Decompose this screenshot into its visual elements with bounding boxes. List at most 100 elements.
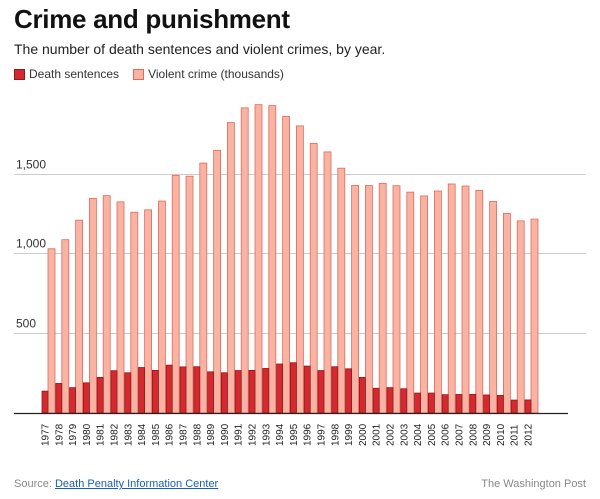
bar-death-sentences-1992 [248,369,256,414]
x-tick-label-2006: 2006 [441,423,452,446]
x-tick-label-1995: 1995 [289,423,300,446]
x-tick-label-2009: 2009 [482,423,493,446]
x-tick-label-1987: 1987 [179,423,190,446]
x-tick-label-1989: 1989 [206,423,217,446]
bar-death-sentences-2012 [524,399,532,414]
bar-death-sentences-1989 [207,371,215,414]
bar-death-sentences-1991 [234,370,242,414]
x-tick-label-1986: 1986 [165,423,176,446]
legend-item-violent-crime: Violent crime (thousands) [133,67,284,81]
bar-violent-crime-1981 [102,195,111,414]
x-tick-label-2005: 2005 [427,423,438,446]
legend: Death sentences Violent crime (thousands… [14,67,298,81]
x-tick-label-2004: 2004 [413,423,424,446]
bar-violent-crime-1986 [171,174,180,414]
legend-label-death-sentences: Death sentences [29,67,120,81]
x-tick-label-2011: 2011 [510,424,521,446]
bar-death-sentences-2010 [496,395,504,414]
bar-death-sentences-2004 [414,392,422,414]
bar-death-sentences-2005 [427,392,435,414]
bar-death-sentences-1980 [83,382,90,414]
bar-violent-crime-2012 [530,218,539,414]
x-tick-label-2002: 2002 [386,423,397,446]
x-tick-label-2001: 2001 [372,423,383,446]
source-prefix: Source: [14,478,55,490]
bar-violent-crime-1982 [116,201,125,414]
bar-death-sentences-2007 [455,394,463,414]
y-tick-label-1500: 1,500 [16,158,46,172]
y-tick-label-500: 500 [16,317,36,331]
bar-violent-crime-2005 [433,190,442,414]
bar-violent-crime-2009 [489,200,498,414]
bar-death-sentences-1999 [345,368,353,414]
x-tick-label-1996: 1996 [303,423,314,446]
bar-violent-crime-1989 [213,149,222,414]
x-tick-label-1988: 1988 [192,423,203,446]
bar-violent-crime-1984 [144,209,153,414]
bar-violent-crime-2000 [364,185,373,414]
x-tick-label-1978: 1978 [54,423,65,446]
bar-violent-crime-1998 [337,167,346,414]
bar-death-sentences-1979 [69,387,76,414]
bar-violent-crime-1978 [61,239,70,414]
bar-violent-crime-1997 [323,151,332,414]
x-tick-label-1980: 1980 [82,423,93,446]
legend-swatch-violent-crime [133,68,145,80]
bar-violent-crime-2007 [461,185,470,414]
bar-death-sentences-2002 [386,387,394,414]
bar-violent-crime-1987 [185,175,194,414]
bar-violent-crime-1979 [75,219,83,414]
x-tick-label-1994: 1994 [275,423,286,446]
legend-item-death-sentences: Death sentences [14,67,119,81]
x-tick-label-2000: 2000 [358,423,369,446]
bar-death-sentences-1982 [110,370,118,414]
bar-violent-crime-2001 [378,182,387,414]
bar-death-sentences-1977 [41,390,49,414]
bar-death-sentences-2008 [469,393,477,414]
bar-violent-crime-1996 [309,143,318,414]
bar-death-sentences-1997 [317,370,325,414]
legend-label-violent-crime: Violent crime (thousands) [148,67,284,81]
x-tick-label-1998: 1998 [330,423,341,446]
bar-death-sentences-2000 [358,377,366,414]
bar-death-sentences-1994 [276,363,284,414]
y-tick-label-1000: 1,000 [16,237,46,251]
bar-death-sentences-1983 [124,372,132,414]
bar-death-sentences-2011 [510,399,518,414]
publisher-credit: The Washington Post [481,478,586,490]
bar-death-sentences-1984 [138,367,146,414]
bar-violent-crime-2004 [420,195,429,414]
bar-death-sentences-1981 [96,377,104,414]
bar-violent-crime-1990 [226,122,235,414]
bar-violent-crime-1993 [268,105,277,414]
bar-violent-crime-1999 [351,185,360,414]
bar-death-sentences-1978 [55,383,63,414]
bar-violent-crime-1985 [157,200,166,414]
chart-title: Crime and punishment [14,4,290,34]
bar-violent-crime-1983 [130,211,139,414]
chart-subtitle: The number of death sentences and violen… [14,41,386,57]
bar-violent-crime-2010 [502,212,511,414]
x-tick-label-2003: 2003 [399,423,410,446]
bar-violent-crime-1977 [47,248,56,414]
bar-death-sentences-1995 [289,362,297,414]
x-tick-label-1990: 1990 [220,423,231,446]
bar-death-sentences-2009 [483,394,491,414]
x-tick-label-1979: 1979 [68,423,79,446]
bar-death-sentences-2006 [441,394,449,414]
x-tick-label-2012: 2012 [524,423,535,446]
bar-violent-crime-1988 [199,162,208,414]
source-link[interactable]: Death Penalty Information Center [54,478,219,490]
bar-death-sentences-1987 [179,366,187,414]
x-tick-label-1999: 1999 [344,423,355,446]
x-tick-label-2008: 2008 [468,423,479,446]
bar-violent-crime-2003 [406,191,415,414]
bar-violent-crime-1994 [282,116,291,414]
x-tick-label-1981: 1981 [96,423,107,446]
x-tick-label-1984: 1984 [137,423,148,446]
bar-death-sentences-1990 [220,372,228,414]
x-tick-label-1997: 1997 [317,423,328,446]
x-tick-label-2007: 2007 [455,423,466,446]
x-tick-label-1985: 1985 [151,423,162,446]
